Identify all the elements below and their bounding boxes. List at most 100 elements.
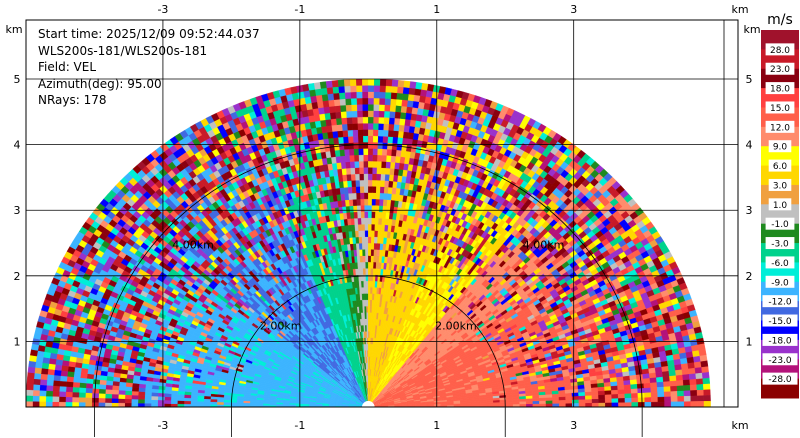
velocity-cell [393,130,400,138]
velocity-cell [373,122,380,130]
velocity-cell [350,167,356,175]
velocity-cell [341,117,348,125]
velocity-cell [363,167,369,174]
velocity-cell [365,249,369,256]
velocity-cell [362,249,366,256]
velocity-cell [374,217,380,225]
velocity-cell [391,85,399,94]
velocity-cell [363,280,367,288]
velocity-cell [374,223,379,231]
velocity-cell [85,392,93,398]
velocity-cell [345,98,352,106]
velocity-cell [28,360,37,368]
velocity-cell [342,174,348,182]
velocity-cell [170,393,179,398]
velocity-cell [386,148,393,156]
velocity-cell [357,129,364,137]
velocity-cell [117,398,126,404]
velocity-cell [381,148,388,156]
velocity-cell [364,299,367,307]
velocity-cell [390,92,398,100]
velocity-cell [85,382,94,389]
velocity-cell [356,91,363,99]
velocity-cell [362,122,369,130]
velocity-cell [378,123,385,131]
velocity-cell [314,88,323,96]
velocity-cell [350,173,357,181]
velocity-cell [373,78,381,86]
velocity-cell [362,97,369,105]
velocity-cell [72,391,80,398]
velocity-cell [357,211,362,219]
velocity-cell [313,82,322,90]
velocity-cell [332,130,339,139]
velocity-cell [383,123,390,131]
velocity-cell [78,401,86,408]
velocity-cell [53,369,62,376]
velocity-cell [362,91,369,99]
velocity-cell [383,192,389,200]
velocity-cell [347,186,353,194]
velocity-cell [359,255,364,263]
velocity-cell [315,94,324,103]
velocity-cell [363,293,367,300]
velocity-cell [340,155,346,163]
velocity-cell [371,236,375,244]
velocity-cell [376,160,383,168]
velocity-cell [343,79,351,87]
velocity-cell [354,224,359,232]
velocity-cell [370,255,375,263]
velocity-cell [374,236,378,244]
velocity-cell [137,402,145,408]
velocity-cell [378,116,385,124]
velocity-cell [355,179,361,187]
velocity-cell [409,81,417,89]
velocity-cell [364,223,369,231]
velocity-cell [368,198,373,206]
velocity-cell [59,385,67,392]
velocity-cell [368,122,374,130]
velocity-cell [91,402,99,408]
velocity-cell [362,268,367,275]
velocity-cell [196,400,205,405]
velocity-cell [53,374,61,382]
velocity-cell [183,397,192,402]
velocity-cell [368,223,372,231]
velocity-cell [360,211,366,219]
velocity-cell [368,148,374,156]
velocity-cell [190,400,198,405]
velocity-cell [356,85,363,93]
velocity-cell [337,130,344,138]
velocity-cell [348,135,354,144]
velocity-cell [375,211,380,219]
velocity-cell [91,397,99,403]
velocity-cell [363,287,367,294]
velocity-cell [358,141,364,149]
velocity-cell [46,379,54,386]
velocity-cell [359,249,363,257]
velocity-cell [370,268,374,275]
velocity-cell [25,389,34,396]
velocity-cell [190,397,198,402]
velocity-cell [177,400,185,405]
velocity-cell [388,129,395,138]
velocity-cell [358,160,365,168]
velocity-cell [362,242,366,250]
velocity-cell [98,388,106,394]
velocity-cell [371,211,376,219]
velocity-cell [371,204,376,212]
velocity-cell [357,217,362,225]
velocity-cell [363,186,369,193]
velocity-cell [356,192,361,200]
velocity-cell [65,391,73,398]
velocity-cell [370,249,375,256]
velocity-cell [352,192,358,200]
velocity-cell [368,167,373,174]
velocity-cell [339,149,346,157]
velocity-cell [368,104,375,111]
velocity-cell [355,186,361,194]
velocity-cell [58,396,66,403]
velocity-cell [131,386,140,392]
velocity-cell [45,384,54,392]
velocity-cell [360,268,364,275]
